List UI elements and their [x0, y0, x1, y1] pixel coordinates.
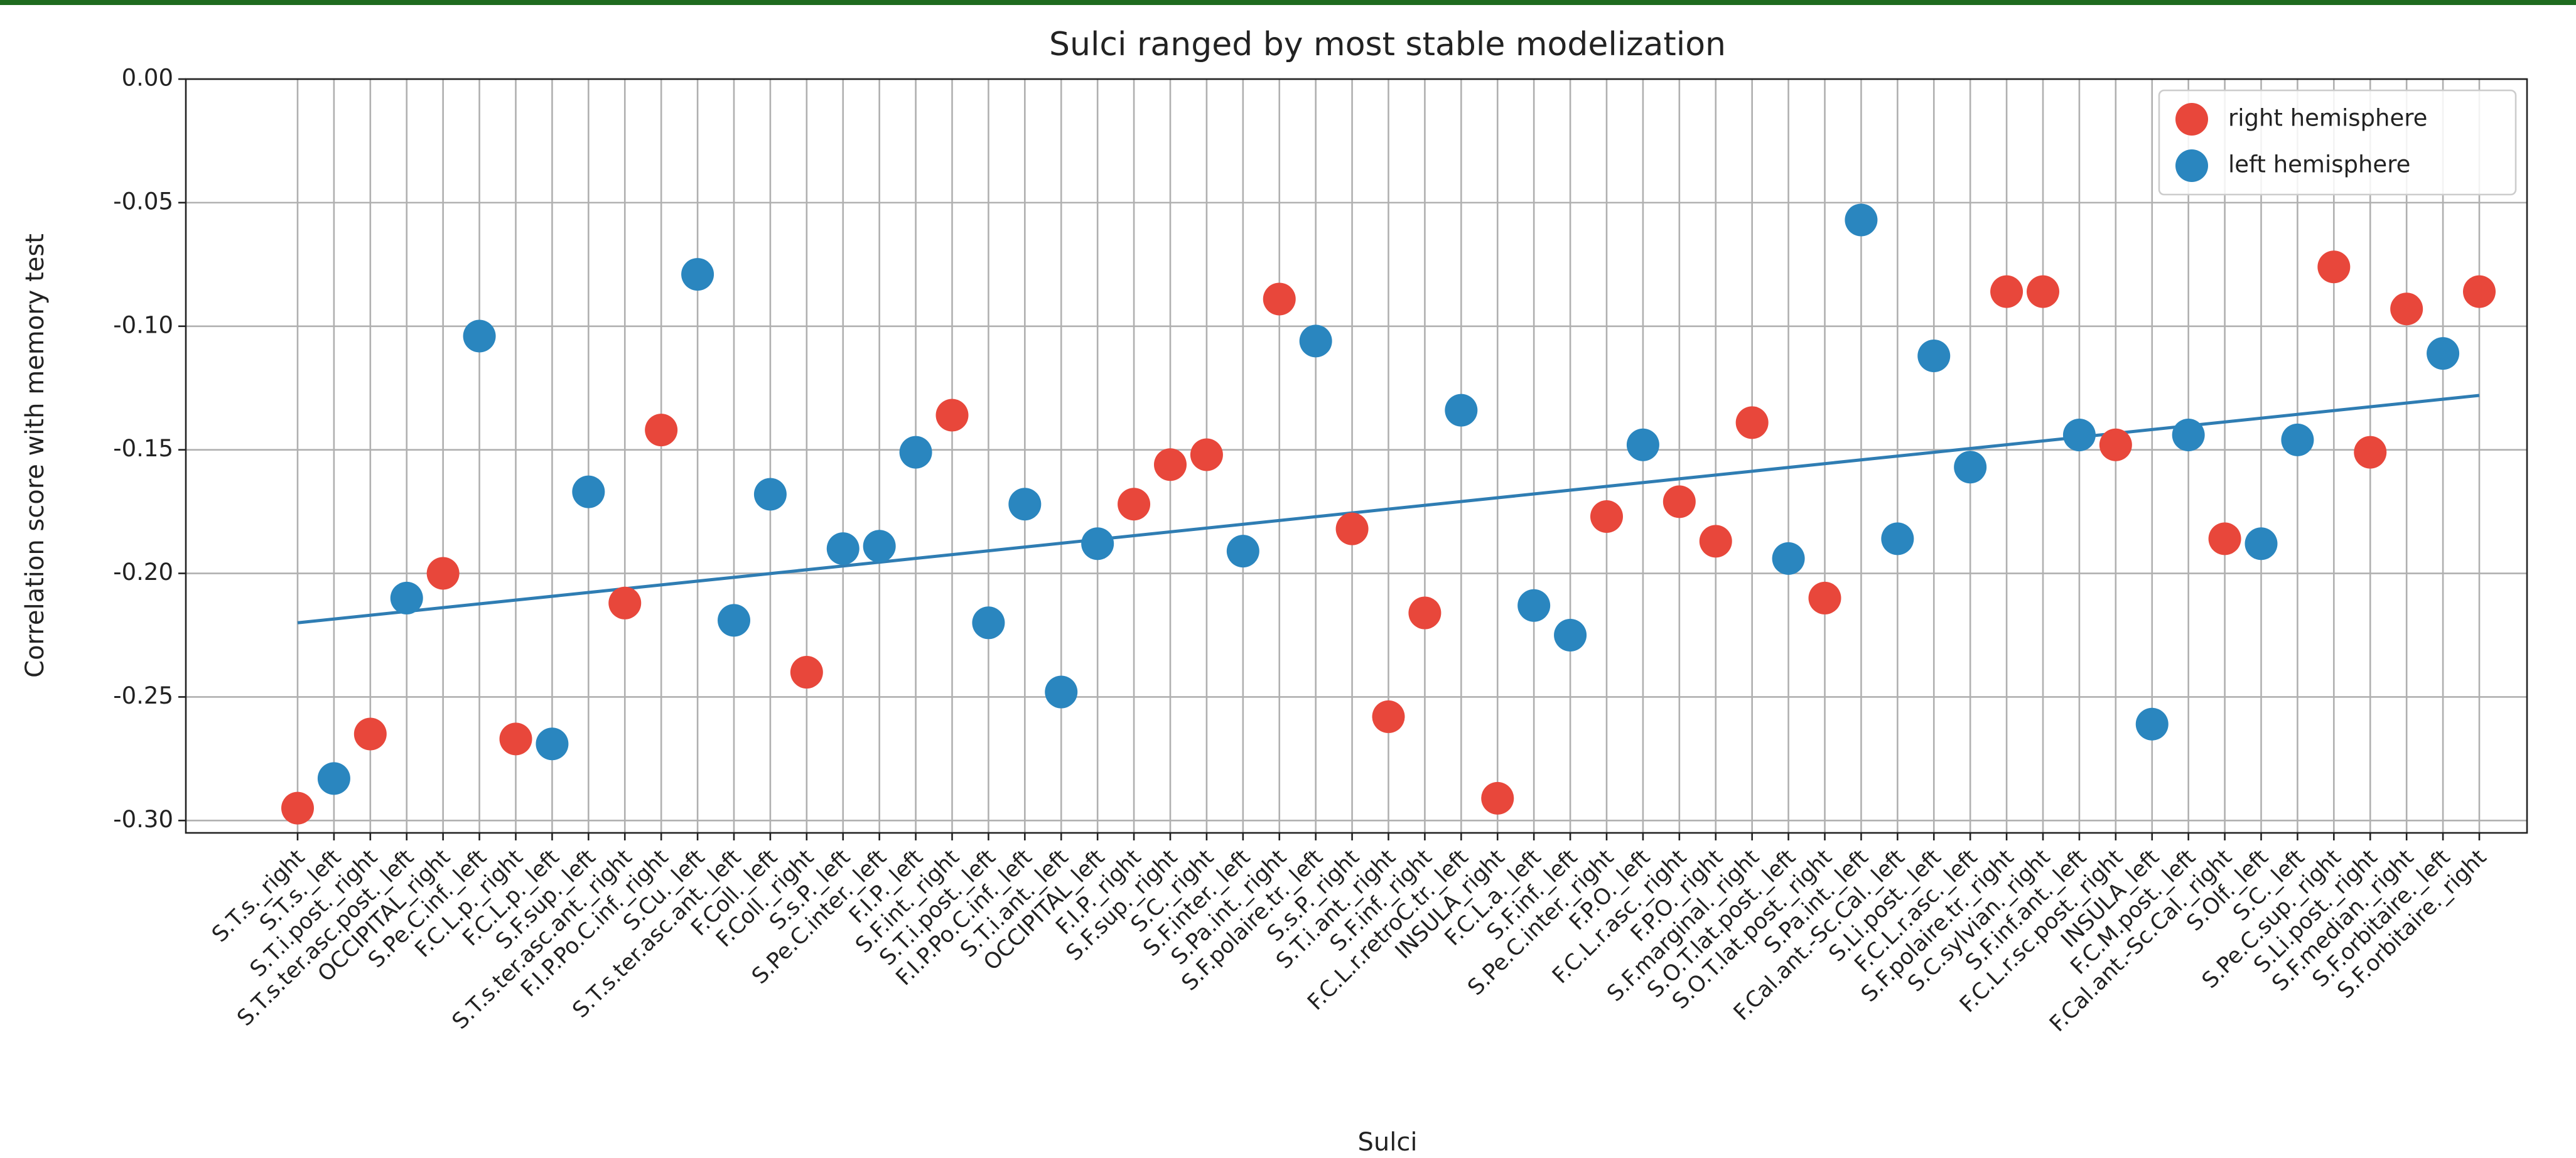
point: [1735, 406, 1769, 439]
point: [1990, 275, 2024, 308]
point: [536, 727, 569, 761]
point: [1154, 448, 1187, 481]
point: [1517, 589, 1551, 622]
point: [1226, 535, 1259, 568]
point: [281, 791, 314, 825]
point: [863, 530, 896, 563]
x-axis-label: Sulci: [1358, 1128, 1418, 1157]
point: [899, 436, 932, 469]
y-tick-label: -0.10: [113, 311, 173, 338]
point: [790, 656, 823, 689]
legend-label: left hemisphere: [2228, 151, 2410, 178]
plot-frame: [185, 78, 2528, 834]
point: [1881, 522, 1914, 555]
point: [1772, 542, 1805, 575]
point: [1335, 512, 1369, 545]
point: [2099, 428, 2132, 461]
point: [718, 604, 750, 637]
point: [2062, 419, 2096, 452]
point: [753, 478, 787, 511]
legend-marker: [2175, 149, 2208, 182]
point: [1299, 324, 1332, 358]
point: [426, 557, 460, 590]
point: [1190, 438, 1223, 471]
point: [1408, 596, 1442, 630]
point: [1954, 451, 1987, 484]
point: [2354, 436, 2387, 469]
point: [1118, 488, 1151, 521]
point: [1045, 675, 1078, 709]
point: [1845, 203, 1878, 237]
y-tick-label: 0.00: [122, 65, 173, 92]
point: [1372, 700, 1405, 733]
y-tick-label: -0.20: [113, 559, 173, 586]
point: [2245, 527, 2278, 560]
point: [1663, 485, 1696, 518]
chart-title: Sulci ranged by most stable modelization: [1049, 26, 1726, 63]
point: [972, 606, 1005, 640]
point: [463, 319, 496, 353]
point: [1554, 618, 1587, 651]
point: [826, 532, 860, 566]
point: [2135, 707, 2169, 741]
point: [645, 414, 678, 447]
point: [1699, 525, 1732, 558]
point: [2172, 419, 2205, 452]
point: [1590, 500, 1623, 533]
point: [317, 762, 350, 795]
top-border: [0, 0, 2576, 5]
point: [1263, 282, 1296, 316]
point: [1808, 581, 1841, 614]
point: [390, 581, 423, 614]
point: [2317, 250, 2351, 284]
point: [681, 258, 714, 291]
point: [1917, 340, 1951, 373]
legend-label: right hemisphere: [2228, 105, 2427, 132]
point: [2463, 275, 2496, 308]
point: [608, 586, 642, 619]
y-tick-label: -0.05: [113, 188, 173, 215]
point: [1081, 527, 1114, 560]
point: [1626, 428, 1659, 461]
y-tick-label: -0.25: [113, 682, 173, 709]
legend-box: [2158, 89, 2517, 196]
y-tick-label: -0.30: [113, 806, 173, 833]
point: [1008, 488, 1042, 521]
y-axis-label: Correlation score with memory test: [21, 233, 50, 678]
y-tick-label: -0.15: [113, 435, 173, 462]
point: [2208, 522, 2241, 555]
point: [935, 399, 969, 432]
point: [1445, 394, 1478, 427]
point: [353, 717, 387, 751]
point: [2281, 423, 2314, 456]
legend-marker: [2175, 103, 2208, 136]
point: [2390, 292, 2423, 326]
point: [499, 722, 532, 756]
point: [2427, 337, 2460, 370]
point: [2027, 275, 2059, 308]
point: [1481, 781, 1514, 815]
point: [572, 475, 605, 508]
